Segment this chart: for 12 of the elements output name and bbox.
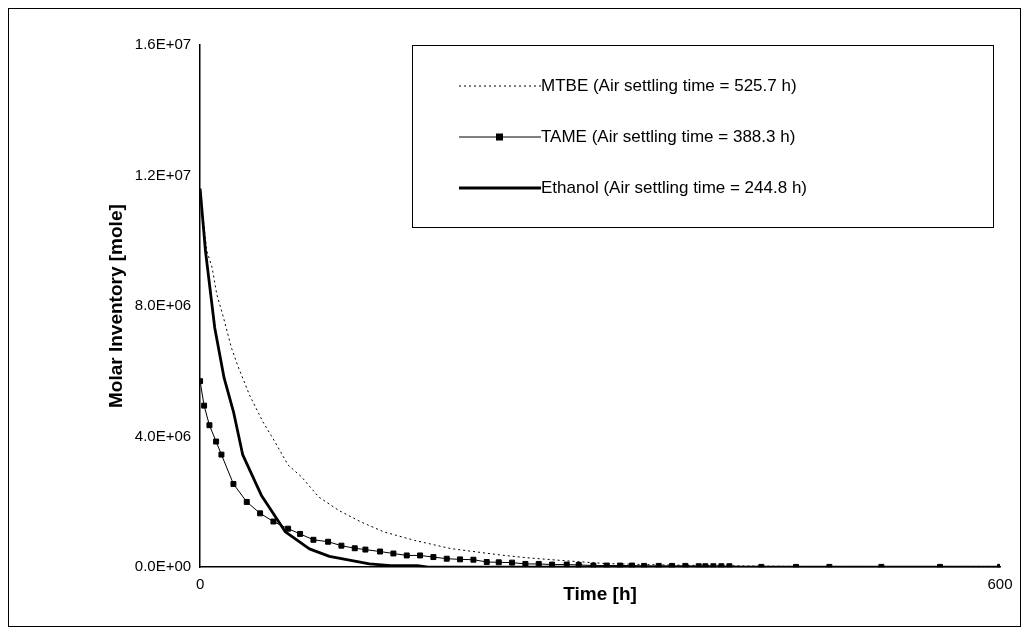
y-tick-label: 4.0E+06 [134, 426, 192, 444]
y-tick-label: 1.2E+07 [134, 165, 192, 183]
x-tick-label: 600 [987, 575, 1013, 593]
x-axis-title: Time [h] [563, 582, 637, 604]
legend-label: MTBE (Air settling time = 525.7 h) [541, 75, 797, 96]
x-tick-label: 0 [195, 575, 205, 593]
y-tick-label: 0.0E+00 [134, 557, 192, 575]
legend-label: Ethanol (Air settling time = 244.8 h) [541, 177, 807, 198]
y-tick-label: 8.0E+06 [134, 296, 192, 314]
y-axis-title: Molar Inventory [mole] [104, 204, 126, 408]
legend-label: TAME (Air settling time = 388.3 h) [541, 126, 796, 147]
y-tick-label: 1.6E+07 [134, 35, 192, 53]
